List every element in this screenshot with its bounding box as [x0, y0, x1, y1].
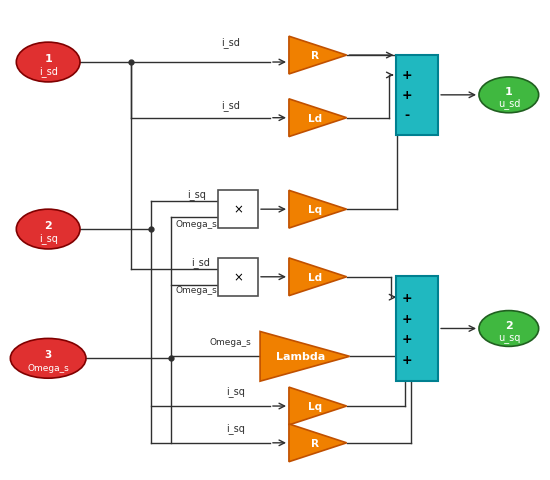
Text: Omega_s: Omega_s	[175, 220, 217, 228]
Text: 2: 2	[505, 320, 513, 330]
Text: +: +	[402, 291, 412, 304]
Text: Lambda: Lambda	[276, 351, 325, 361]
Bar	[397, 276, 438, 381]
Bar	[397, 56, 438, 135]
Text: Lq: Lq	[308, 205, 322, 215]
Text: i_sd: i_sd	[191, 256, 210, 267]
Text: Omega_s: Omega_s	[210, 337, 251, 347]
Text: Omega_s: Omega_s	[28, 363, 69, 372]
Ellipse shape	[479, 311, 538, 347]
Ellipse shape	[16, 210, 80, 250]
Bar	[218, 191, 258, 228]
Text: i_sq: i_sq	[39, 233, 58, 244]
Polygon shape	[289, 424, 346, 462]
Text: ×: ×	[233, 203, 243, 216]
Polygon shape	[289, 191, 346, 228]
Polygon shape	[289, 387, 346, 425]
Text: 2: 2	[45, 221, 52, 230]
Text: +: +	[402, 333, 412, 346]
Polygon shape	[289, 258, 346, 296]
Text: +: +	[402, 354, 412, 367]
Bar	[218, 258, 258, 296]
Text: +: +	[402, 69, 412, 82]
Text: R: R	[311, 438, 319, 448]
Text: i_sq: i_sq	[226, 385, 245, 396]
Text: i_sq: i_sq	[187, 189, 206, 200]
Polygon shape	[260, 332, 350, 382]
Text: Ld: Ld	[308, 272, 322, 282]
Polygon shape	[289, 37, 346, 75]
Text: i_sd: i_sd	[221, 100, 240, 110]
Text: i_sd: i_sd	[221, 37, 240, 48]
Text: -: -	[404, 109, 409, 122]
Text: u_sq: u_sq	[498, 332, 520, 342]
Text: u_sd: u_sd	[498, 98, 520, 109]
Text: Lq: Lq	[308, 401, 322, 411]
Text: ×: ×	[233, 271, 243, 284]
Ellipse shape	[10, 339, 86, 378]
Text: i_sd: i_sd	[39, 66, 58, 77]
Text: +: +	[402, 312, 412, 325]
Text: 1: 1	[45, 54, 52, 64]
Text: R: R	[311, 51, 319, 61]
Text: +: +	[402, 89, 412, 102]
Text: i_sq: i_sq	[226, 422, 245, 433]
Ellipse shape	[16, 43, 80, 83]
Text: Omega_s: Omega_s	[175, 285, 217, 294]
Ellipse shape	[479, 78, 538, 113]
Text: Ld: Ld	[308, 113, 322, 123]
Text: 3: 3	[45, 349, 52, 360]
Text: 1: 1	[505, 87, 513, 97]
Polygon shape	[289, 100, 346, 137]
